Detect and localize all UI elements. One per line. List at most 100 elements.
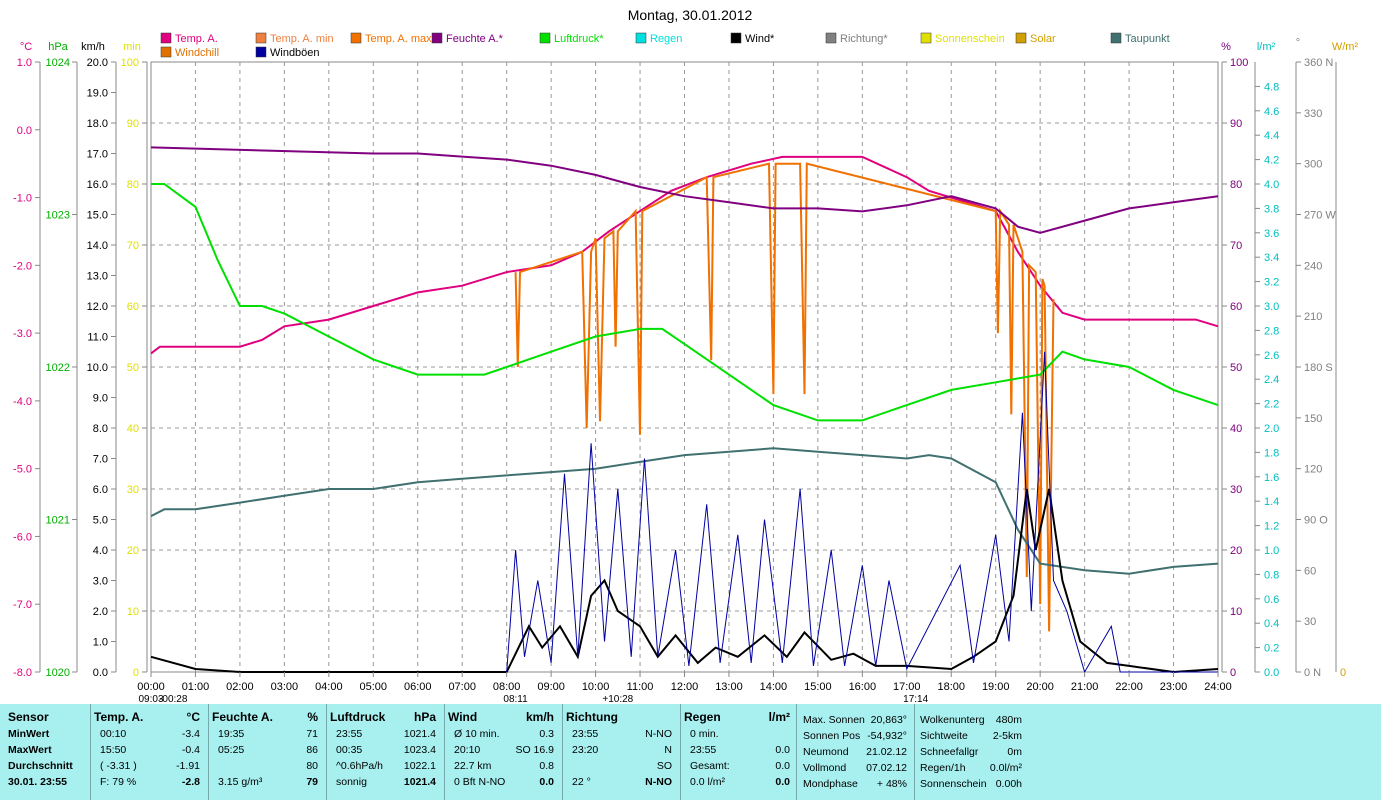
wind-cell-b: 0.0 — [539, 776, 554, 788]
x-tick-label: 14:00 — [760, 681, 788, 693]
humidity_pct-axis-label: 100 — [1230, 57, 1248, 69]
legend-swatch — [160, 46, 172, 58]
rain-axis-label: 0.6 — [1264, 594, 1279, 606]
time-marker: 08:11 — [503, 694, 528, 704]
pressure-unit: hPa — [48, 41, 68, 53]
direction_deg-axis-label: 180 S — [1304, 362, 1333, 374]
regen-cell-a: 0.0 l/m² — [690, 776, 726, 788]
wind_kmh-axis-label: 6.0 — [93, 484, 108, 496]
regen-cell-b: 0.0 — [775, 776, 790, 788]
astro-label: Max. Sonnen — [803, 714, 865, 726]
direction_deg-axis-label: 270 W — [1304, 210, 1336, 222]
richtung-cell-a: 23:20 — [572, 744, 599, 756]
luftdruck-cell-b: 1023.4 — [403, 744, 436, 756]
richtung-cell-b: N — [664, 744, 672, 756]
legend-label: Feuchte A.* — [446, 33, 504, 45]
luftdruck-cell-b: 1022.1 — [403, 760, 436, 772]
x-tick-label: 03:00 — [271, 681, 299, 693]
axes: 1.0 0.0 -1.0 -2.0 -3.0 -4.0 -5.0 -6.0 -7.0 -8.0 °C… — [13, 37, 1358, 679]
luftdruck-cell-b: 1021.4 — [403, 776, 436, 788]
legend-label: Wind* — [745, 33, 775, 45]
legend-label: Temp. A. max — [365, 33, 432, 45]
rain-axis-label: 3.0 — [1264, 301, 1279, 313]
wind_kmh-axis-label: 20.0 — [87, 57, 108, 69]
humidity_pct-axis-label: 0 — [1230, 667, 1236, 679]
temp_c-axis-label: -2.0 — [13, 260, 32, 272]
legend-label: Windböen — [270, 47, 320, 59]
luftdruck-cell-a: 23:55 — [336, 728, 363, 740]
legend-swatch — [920, 32, 932, 44]
richtung-cell-a: 23:55 — [572, 728, 599, 740]
rain-axis-label: 1.6 — [1264, 472, 1279, 484]
solar-unit: W/m² — [1332, 41, 1359, 53]
legend-swatch — [1015, 32, 1027, 44]
table-separator — [914, 704, 915, 800]
rain-axis-label: 0.8 — [1264, 569, 1279, 581]
table-separator — [90, 704, 91, 800]
temp-cell-b: -3.4 — [181, 728, 200, 740]
pressure_hpa-axis-label: 1022 — [46, 362, 70, 374]
series-layer — [150, 146, 1219, 674]
rain-axis-label: 0.4 — [1264, 618, 1279, 630]
humidity_pct-axis-label: 40 — [1230, 423, 1242, 435]
time-marker: 17:14 — [903, 694, 928, 704]
temp-unit: °C — [20, 41, 32, 53]
extra-label: Sichtweite — [920, 730, 968, 742]
extra-label: Schneefallgr — [920, 746, 979, 758]
wind-cell-a: 22.7 km — [454, 760, 492, 772]
regen-cell-a: Gesamt: — [690, 760, 730, 772]
extra-label: Sonnenschein — [920, 778, 987, 790]
astro-value: 21.02.12 — [866, 746, 907, 758]
min-axis-label: 90 — [127, 118, 139, 130]
legend-label: Regen — [650, 33, 682, 45]
wind_kmh-axis-label: 19.0 — [87, 88, 108, 100]
series-taupunkt — [150, 447, 1219, 575]
extra-value: 2-5km — [992, 730, 1022, 742]
sensor-row: Durchschnitt — [8, 760, 73, 772]
temp_c-axis-label: -3.0 — [13, 328, 32, 340]
feuchte-cell-b: 71 — [306, 728, 318, 740]
temp-cell-a: ( -3.31 ) — [100, 760, 137, 772]
temp_c-axis-label: -4.0 — [13, 396, 32, 408]
legend-swatch — [635, 32, 647, 44]
wind_kmh-axis-label: 12.0 — [87, 301, 108, 313]
wind-cell-a: 20:10 — [454, 744, 481, 756]
luftdruck-cell-a: 00:35 — [336, 744, 363, 756]
wind_kmh-axis-label: 4.0 — [93, 545, 108, 557]
astro-value: + 48% — [876, 778, 907, 790]
direction_deg-axis-label: 300 — [1304, 159, 1322, 171]
extra-value: 480m — [995, 714, 1022, 726]
regen-cell-b: 0.0 — [775, 760, 790, 772]
x-tick-label: 09:00 — [537, 681, 565, 693]
wind_kmh-axis-label: 17.0 — [87, 149, 108, 161]
temp_c-axis-label: -8.0 — [13, 667, 32, 679]
legend-swatch — [350, 32, 362, 44]
luftdruck-header: Luftdruck — [330, 710, 386, 724]
wind_kmh-axis-label: 1.0 — [93, 637, 108, 649]
direction_deg-axis-label: 210 — [1304, 311, 1322, 323]
extra-value: 0.00h — [995, 778, 1022, 790]
x-tick-label: 12:00 — [671, 681, 699, 693]
wind_kmh-axis-label: 0.0 — [93, 667, 108, 679]
wind-cell-b: 0.3 — [539, 728, 554, 740]
legend-label: Windchill — [175, 47, 219, 59]
min-axis-label: 80 — [127, 179, 139, 191]
wind_kmh-axis-label: 18.0 — [87, 118, 108, 130]
feuchte-cell-a: 19:35 — [218, 728, 245, 740]
humidity_pct-axis-label: 50 — [1230, 362, 1242, 374]
legend-label: Solar — [1030, 33, 1056, 45]
x-tick-label: 13:00 — [715, 681, 743, 693]
legend-label: Temp. A. min — [270, 33, 334, 45]
wind_kmh-axis-label: 7.0 — [93, 454, 108, 466]
x-tick-label: 08:00 — [493, 681, 521, 693]
richtung-cell-b: N-NO — [645, 728, 672, 740]
wind_kmh-axis-label: 11.0 — [87, 332, 108, 344]
sensor-header: Sensor — [8, 710, 49, 724]
pressure_hpa-axis-label: 1021 — [46, 515, 70, 527]
min-axis-label: 100 — [121, 57, 139, 69]
x-tick-label: 21:00 — [1071, 681, 1099, 693]
luftdruck-cell-a: ^0.6hPa/h — [336, 760, 383, 772]
temp_c-axis-label: -1.0 — [13, 193, 32, 205]
wind-header: Wind — [448, 710, 478, 724]
rain-axis-label: 2.2 — [1264, 399, 1279, 411]
